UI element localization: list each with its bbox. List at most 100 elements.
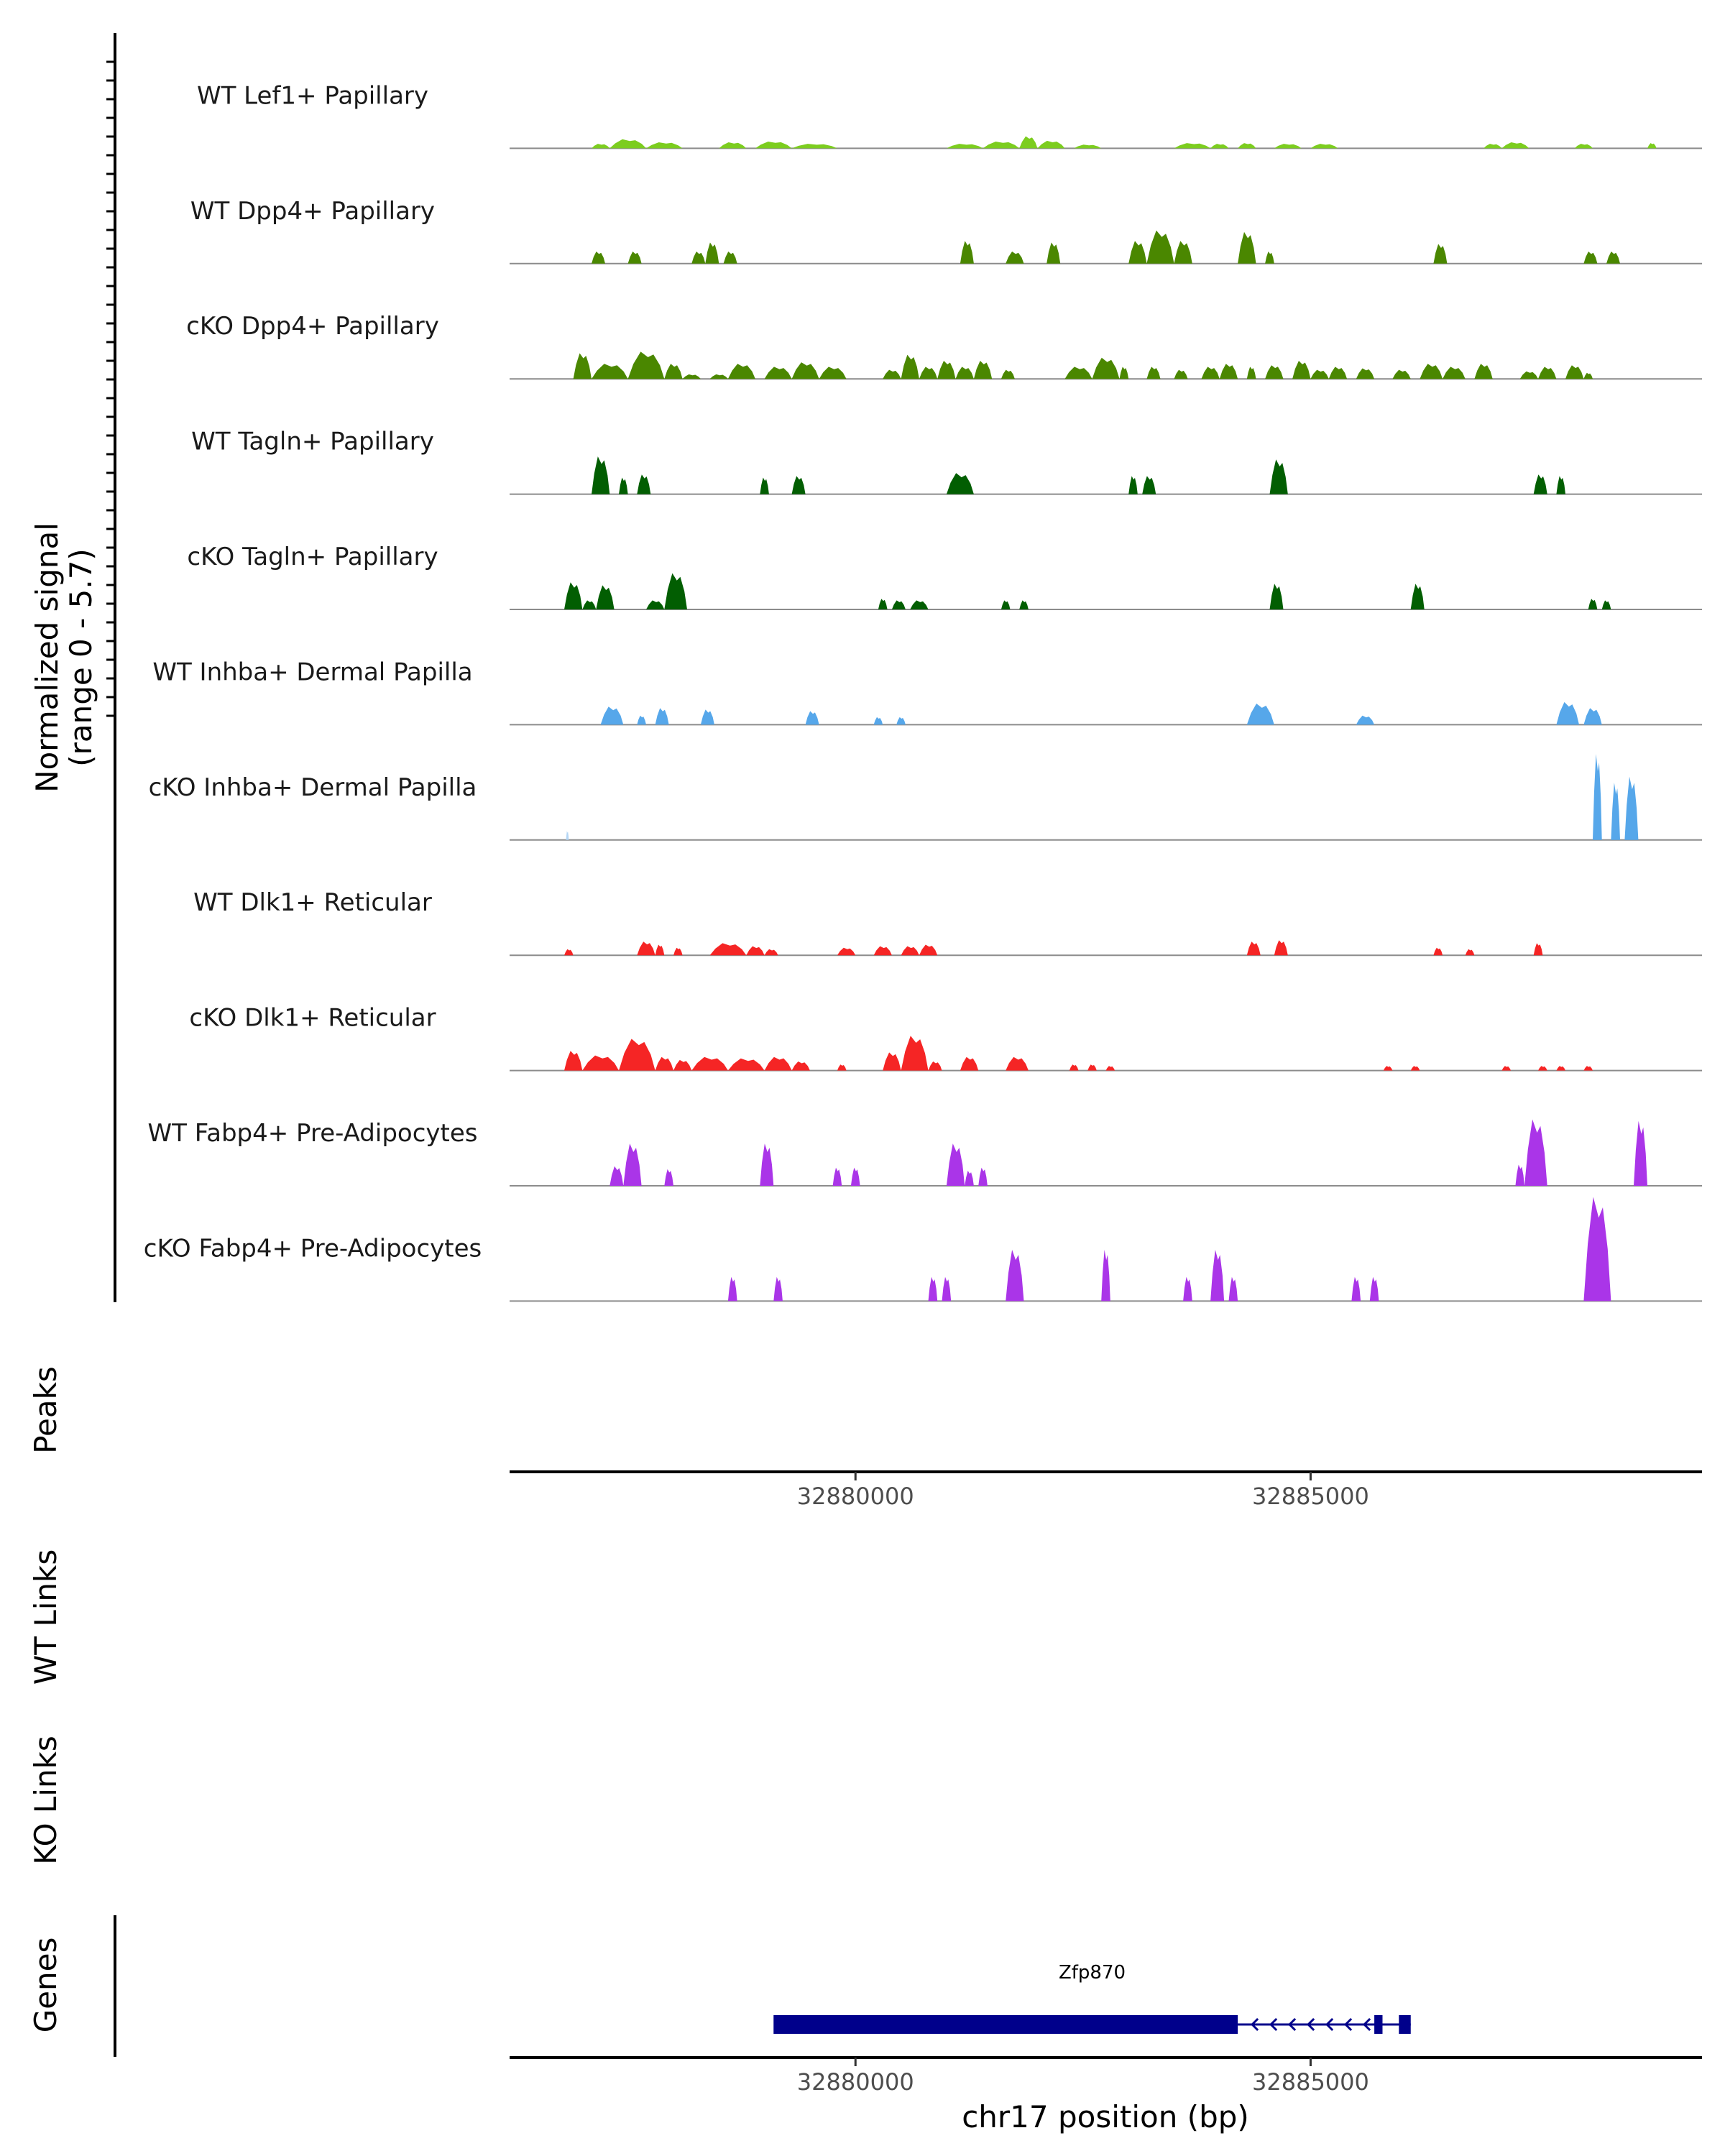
coverage-peak	[791, 144, 837, 149]
coverage-peak	[646, 142, 683, 149]
coverage-peak	[1000, 600, 1011, 609]
coverage-peak	[896, 717, 906, 725]
coverage-peak	[655, 708, 669, 725]
coverage-peak	[919, 367, 938, 379]
coverage-peak	[619, 1038, 656, 1071]
coverage-peak	[1583, 708, 1602, 725]
coverage-peak	[1392, 369, 1411, 379]
coverage-peak	[1269, 584, 1284, 609]
coverage-peak	[1092, 357, 1120, 379]
gene-exon	[773, 2015, 1238, 2034]
coverage-peak	[619, 477, 628, 494]
coverage-peak	[1101, 1250, 1110, 1302]
track: cKO Dlk1+ Reticular	[189, 1004, 1702, 1072]
coverage-peak	[973, 361, 993, 379]
coverage-peak	[709, 374, 728, 379]
coverage-peak	[1246, 367, 1256, 379]
coverage-peak	[691, 252, 706, 264]
coverage-peak	[928, 1061, 942, 1071]
coverage-peak	[1087, 1064, 1097, 1071]
coverage-peak	[582, 600, 597, 609]
coverage-peak	[1538, 1066, 1547, 1071]
coverage-peak	[805, 711, 819, 725]
strand-arrow	[1344, 2017, 1353, 2032]
coverage-peak	[1583, 372, 1593, 379]
coverage-peak	[773, 1276, 783, 1302]
coverage-peak	[1238, 143, 1256, 149]
coverage-peak	[1574, 144, 1593, 149]
coverage-peak	[1356, 715, 1375, 725]
coverage-peak	[746, 946, 765, 956]
coverage-peak	[1074, 144, 1102, 149]
coverage-peak	[727, 364, 755, 379]
coverage-peak	[1146, 230, 1174, 264]
coverage-peak	[564, 582, 583, 609]
coverage-peak	[873, 717, 883, 725]
coverage-peak	[883, 1052, 901, 1071]
coverage-peak	[1565, 365, 1584, 379]
coverage-peak	[1556, 701, 1579, 725]
coverage-peak	[592, 252, 605, 264]
gene-exon	[1399, 2015, 1411, 2034]
coverage-peak	[819, 367, 847, 379]
coverage-peak	[564, 1051, 583, 1071]
gene-model: Zfp870	[773, 1962, 1411, 2034]
coverage-peak	[1519, 371, 1538, 379]
coverage-peak	[637, 941, 656, 956]
coverage-peak	[1533, 474, 1547, 494]
coverage-peak	[627, 252, 642, 264]
coverage-peak	[760, 477, 769, 494]
coverage-peak	[664, 364, 683, 379]
coverage-peak	[1006, 1056, 1029, 1071]
coverage-peak	[791, 362, 819, 379]
coverage-peak	[723, 252, 737, 264]
coverage-peak	[582, 1055, 619, 1071]
track-label: WT Tagln+ Papillary	[191, 428, 434, 456]
track-label: cKO Dlk1+ Reticular	[189, 1004, 436, 1033]
coverage-peak	[637, 474, 651, 494]
coverage-peak	[592, 364, 628, 379]
coverage-peak	[1583, 1197, 1611, 1302]
track-label: WT Dpp4+ Papillary	[190, 197, 435, 226]
track: WT Fabp4+ Pre-Adipocytes	[148, 1119, 1702, 1187]
coverage-peak	[960, 241, 974, 264]
y-axis-title-line1: Normalized signal	[29, 522, 65, 793]
coverage-peak	[1006, 252, 1024, 264]
coverage-peak	[664, 1169, 673, 1186]
coverage-peak	[901, 946, 919, 956]
coverage-peak	[727, 1276, 737, 1302]
coverage-peak	[965, 1171, 974, 1186]
coverage-peak	[942, 1276, 952, 1302]
coverage-peak	[1174, 241, 1192, 264]
coverage-peak	[910, 600, 929, 609]
x-tick-label: 32885000	[1252, 2068, 1369, 2096]
x-tick-label: 32880000	[797, 2068, 914, 2096]
coverage-peak	[1006, 1250, 1024, 1302]
coverage-peak	[1443, 367, 1466, 379]
coverage-peak	[1105, 1066, 1116, 1071]
coverage-peak	[1556, 476, 1565, 494]
track: cKO Inhba+ Dermal Papilla	[149, 754, 1702, 841]
x-axis-ticks-bottom: 32880000 32885000	[797, 2058, 1369, 2096]
coverage-peak	[1274, 940, 1288, 956]
coverage-peak	[955, 367, 974, 379]
track-label: WT Dlk1+ Reticular	[193, 888, 432, 917]
track-label: cKO Tagln+ Papillary	[187, 543, 438, 571]
y-axis-title: Normalized signal (range 0 - 5.7)	[29, 522, 98, 793]
coverage-peak	[791, 1061, 810, 1071]
coverage-peak	[564, 949, 574, 956]
track-label: WT Lef1+ Papillary	[197, 81, 428, 110]
coverage-peak	[1000, 369, 1015, 379]
coverage-peak	[1146, 367, 1161, 379]
track-label: WT Inhba+ Dermal Papilla	[152, 658, 472, 686]
coverage-peak	[1210, 144, 1229, 149]
track: cKO Fabp4+ Pre-Adipocytes	[144, 1197, 1702, 1302]
coverage-peak	[791, 476, 806, 494]
coverage-peak	[1351, 1276, 1361, 1302]
coverage-peak	[760, 1143, 774, 1186]
coverage-peak	[946, 473, 974, 494]
coverage-peak	[1501, 1066, 1512, 1071]
strand-arrow	[1251, 2017, 1259, 2032]
track: cKO Tagln+ Papillary	[187, 543, 1702, 610]
coverage-peak	[1533, 943, 1543, 956]
